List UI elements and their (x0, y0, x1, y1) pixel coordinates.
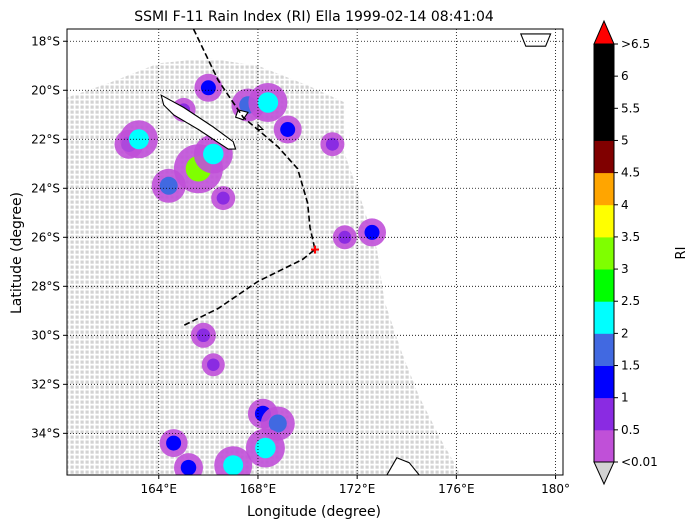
colorbar-segment (594, 76, 614, 109)
rain-cell-core (203, 143, 224, 165)
colorbar-tick-label: >6.5 (621, 37, 650, 51)
map-frame (66, 28, 564, 476)
y-tick-label: 26°S (31, 230, 60, 244)
y-tick-label: 20°S (31, 83, 60, 97)
y-tick-label: 18°S (31, 34, 60, 48)
colorbar-tick-label: 5.5 (621, 101, 640, 115)
colorbar-tick-label: 1 (621, 391, 629, 405)
x-tick-label: 172°E (339, 482, 376, 496)
rain-cell-core (338, 230, 352, 244)
y-tick-label: 24°S (31, 181, 60, 195)
chart-title: SSMI F-11 Rain Index (RI) Ella 1999-02-1… (134, 9, 494, 25)
x-axis-label: Longitude (degree) (247, 504, 381, 520)
colorbar-tick-label: 3.5 (621, 230, 640, 244)
colorbar-segment (594, 269, 614, 302)
y-tick-label: 34°S (31, 426, 60, 440)
coastline (519, 33, 552, 47)
rain-cell-core (364, 224, 380, 240)
rain-cell-core (216, 191, 230, 205)
satellite-swath (67, 58, 462, 475)
rain-cell-core (223, 455, 244, 475)
colorbar-tick-label: 1.5 (621, 359, 640, 373)
coastline (257, 123, 265, 131)
colorbar-tick-label: 6 (621, 69, 629, 83)
rain-cell-core (255, 437, 276, 459)
colorbar-segment (594, 301, 614, 334)
x-tick-label: 180° (541, 482, 570, 496)
colorbar-segment (594, 429, 614, 463)
colorbar-segment (594, 44, 614, 77)
storm-position-marker (311, 245, 319, 254)
colorbar-tick-label: 4.5 (621, 166, 640, 180)
rain-cell-core (128, 129, 149, 150)
y-axis-label: Latitude (degree) (9, 192, 25, 314)
colorbar-label: RI (674, 247, 689, 260)
colorbar-tick-label: 2.5 (621, 294, 640, 308)
coastline (386, 457, 420, 475)
colorbar: <0.01 0.5 1 1.5 2 2.5 3 3.5 4 4.5 5 5.5 6 >6.5 (593, 19, 658, 486)
colorbar-tick-label: 5 (621, 133, 629, 147)
colorbar-segment (594, 397, 614, 431)
colorbar-segment (594, 365, 614, 399)
rain-cell-core (325, 137, 339, 151)
colorbar-frame (593, 43, 615, 463)
y-tick-label: 32°S (31, 377, 60, 391)
colorbar-segment (594, 172, 614, 206)
x-tick-label: 176°E (438, 482, 475, 496)
colorbar-segment (594, 140, 614, 174)
x-tick-label: 164°E (141, 482, 178, 496)
y-tick-label: 28°S (31, 279, 60, 293)
rain-cell-core (257, 92, 279, 113)
coastline (160, 94, 237, 150)
rain-cell-core (180, 459, 197, 475)
x-axis-ticks: 164°E 168°E 172°E 176°E 180° (141, 475, 570, 496)
rain-cell-core (207, 358, 220, 371)
colorbar-tick-label: 0.5 (621, 423, 640, 437)
colorbar-over-arrow (593, 19, 615, 45)
colorbar-segment (594, 108, 614, 141)
colorbar-under-arrow (593, 461, 615, 486)
colorbar-tick-label: 4 (621, 198, 629, 212)
graticule-layer (67, 29, 563, 475)
y-tick-label: 30°S (31, 328, 60, 342)
rain-cell-core (200, 80, 216, 96)
coastline-layer (160, 33, 552, 475)
colorbar-tick-label: 2 (621, 326, 629, 340)
storm-track-line (183, 29, 316, 327)
y-tick-label: 22°S (31, 132, 60, 146)
colorbar-tick-label: 3 (621, 262, 629, 276)
rain-cell-core (159, 176, 178, 195)
coastline (234, 109, 249, 121)
colorbar-segment (594, 236, 614, 270)
rain-cells-layer (114, 73, 386, 475)
colorbar-segment (594, 204, 614, 238)
rain-cell-core (280, 122, 296, 137)
colorbar-segment (594, 333, 614, 366)
rain-cell-core (166, 435, 182, 451)
map-panel (66, 28, 564, 476)
rain-cell-core (196, 328, 211, 343)
x-tick-label: 168°E (240, 482, 277, 496)
colorbar-tick-label: <0.01 (621, 455, 658, 469)
y-axis-ticks: 18°S 20°S 22°S 24°S 26°S 28°S 30°S 32°S 34°S (31, 34, 67, 440)
rain-cell-core (268, 414, 287, 433)
